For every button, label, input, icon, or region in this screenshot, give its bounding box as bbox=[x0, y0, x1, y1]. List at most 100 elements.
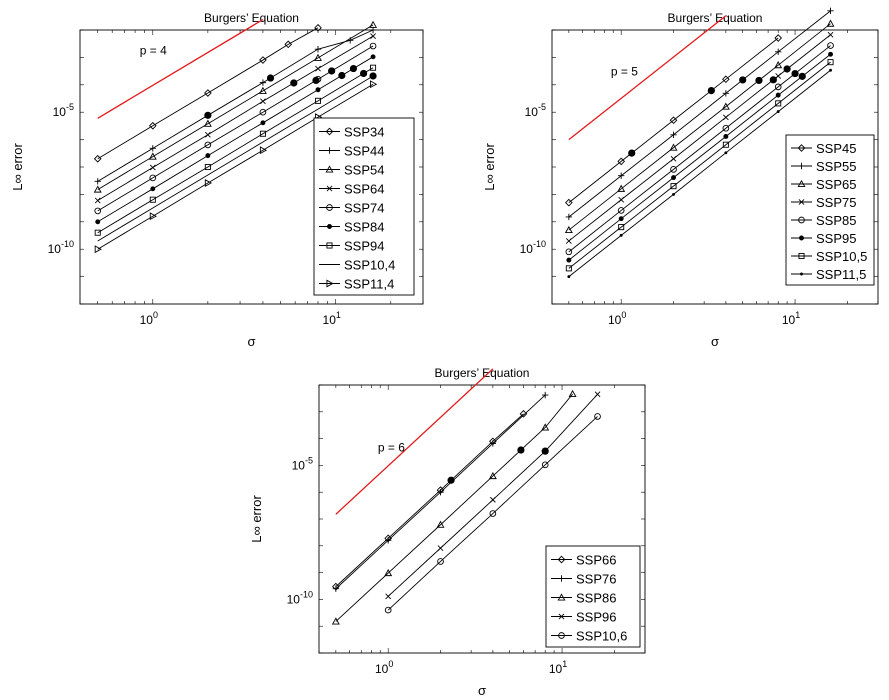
series-ssp74 bbox=[94, 42, 377, 215]
reference-slope-line bbox=[97, 19, 264, 119]
data-point bbox=[564, 225, 573, 234]
data-point bbox=[594, 391, 601, 398]
data-point bbox=[617, 172, 625, 179]
data-point bbox=[775, 100, 782, 107]
data-point bbox=[827, 7, 834, 15]
y-tick-label: 10-5 bbox=[525, 102, 546, 119]
data-point bbox=[541, 391, 549, 399]
y-tick-label: 10-10 bbox=[520, 239, 546, 256]
data-point bbox=[541, 423, 550, 431]
legend-item: SSP10,5 bbox=[791, 249, 867, 264]
series-line bbox=[568, 23, 831, 231]
legend-marker bbox=[799, 235, 804, 241]
axis-ticks bbox=[318, 384, 646, 654]
data-point bbox=[565, 265, 572, 272]
axis-ticks bbox=[79, 29, 424, 305]
legend-marker bbox=[557, 593, 566, 601]
legend-marker bbox=[326, 185, 333, 192]
panel-p4: Burgers’ Equation 100 101 10-5 10-10 σ L∞ erro… bbox=[10, 11, 424, 349]
data-point bbox=[94, 207, 102, 215]
series-ssp94 bbox=[94, 64, 377, 236]
legend-marker bbox=[798, 199, 805, 205]
x-tick-label: 101 bbox=[782, 310, 800, 327]
data-point bbox=[827, 42, 834, 49]
data-point bbox=[565, 198, 573, 207]
data-point bbox=[565, 238, 572, 244]
data-point bbox=[370, 54, 376, 60]
data-point bbox=[204, 131, 211, 138]
data-point bbox=[260, 120, 266, 126]
legend-label: SSP75 bbox=[816, 195, 856, 210]
data-point bbox=[437, 558, 444, 565]
x-tick-label: 100 bbox=[140, 310, 158, 327]
series-ssp54 bbox=[93, 20, 378, 193]
data-point bbox=[566, 257, 572, 263]
data-point bbox=[722, 90, 730, 97]
legend-marker bbox=[326, 204, 333, 211]
data-point bbox=[827, 31, 834, 38]
legend-item: SSP84 bbox=[319, 220, 384, 235]
highlight-point bbox=[783, 65, 791, 73]
legend-marker bbox=[325, 165, 334, 173]
data-point bbox=[618, 216, 624, 222]
data-point bbox=[723, 134, 729, 139]
legend-item: SSP66 bbox=[551, 553, 616, 568]
legend-label: SSP94 bbox=[344, 239, 384, 254]
highlight-point bbox=[312, 76, 320, 85]
data-point bbox=[284, 40, 293, 49]
legend-item: SSP11,5 bbox=[791, 267, 866, 282]
legend-label: SSP86 bbox=[576, 591, 616, 606]
series-line bbox=[97, 75, 374, 242]
data-point bbox=[260, 98, 266, 105]
data-point bbox=[721, 102, 730, 110]
legend: SSP34 SSP44 SSP54 SSP64 SSP74 SSP84 SSP94 SSP10… bbox=[313, 117, 415, 296]
data-point bbox=[774, 34, 783, 42]
series-ssp86 bbox=[331, 389, 577, 625]
y-tick-label: 10-5 bbox=[292, 455, 313, 472]
legend-label: SSP34 bbox=[344, 125, 384, 140]
data-point bbox=[94, 229, 101, 236]
data-point bbox=[93, 154, 102, 163]
series-line bbox=[568, 69, 831, 277]
data-point bbox=[315, 65, 321, 72]
data-point bbox=[565, 248, 573, 256]
data-point bbox=[567, 275, 571, 279]
series-line bbox=[335, 393, 573, 622]
legend-label: SSP55 bbox=[816, 159, 856, 174]
y-tick-label: 10-5 bbox=[53, 102, 74, 119]
data-point bbox=[384, 537, 392, 544]
data-point bbox=[568, 389, 577, 398]
legend-marker bbox=[800, 272, 803, 276]
legend-label: SSP76 bbox=[576, 572, 616, 587]
data-point bbox=[722, 75, 730, 84]
data-point bbox=[204, 141, 212, 149]
data-point bbox=[828, 51, 833, 57]
panel-p6: Burgers’ Equation 100 101 10-5 10-10 σ L∞ erro… bbox=[249, 366, 646, 698]
chart-title: Burgers’ Equation bbox=[668, 11, 763, 25]
x-axis-label: σ bbox=[247, 334, 255, 349]
data-point bbox=[489, 496, 496, 503]
highlight-point bbox=[349, 64, 358, 73]
x-tick-label: 101 bbox=[323, 310, 341, 327]
data-point bbox=[489, 510, 497, 517]
data-point bbox=[93, 185, 102, 193]
data-point bbox=[724, 151, 728, 155]
data-point bbox=[617, 207, 625, 214]
series-ssp11-5 bbox=[567, 68, 832, 279]
data-point bbox=[774, 83, 782, 91]
data-point bbox=[775, 73, 782, 79]
data-point bbox=[775, 92, 781, 98]
chart-title: Burgers’ Equation bbox=[435, 366, 530, 380]
legend-item: SSP76 bbox=[551, 572, 616, 587]
series-ssp10-4 bbox=[97, 72, 377, 242]
data-point bbox=[617, 184, 626, 192]
series-ssp45 bbox=[565, 34, 783, 207]
legend-item: SSP95 bbox=[791, 231, 856, 246]
data-point bbox=[618, 224, 625, 231]
data-point bbox=[670, 131, 677, 138]
series-ssp66 bbox=[332, 409, 528, 591]
data-point bbox=[370, 33, 376, 39]
legend-box bbox=[785, 134, 875, 286]
legend-item: SSP86 bbox=[551, 591, 616, 606]
legend-marker bbox=[326, 242, 333, 249]
